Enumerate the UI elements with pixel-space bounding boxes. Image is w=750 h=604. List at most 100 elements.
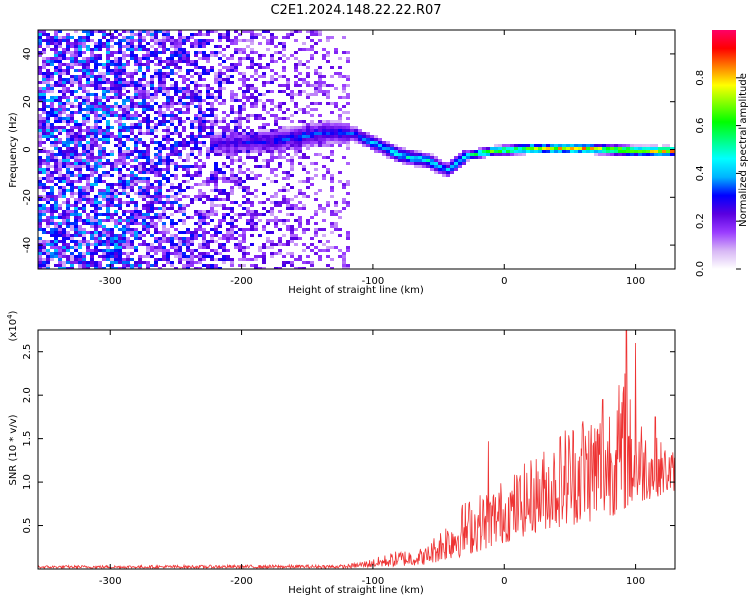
spectrogram-cell [98, 63, 102, 66]
x-tick-label: -100 [362, 576, 385, 587]
spectrogram-cell [270, 114, 274, 117]
spectrogram-cell [314, 84, 318, 87]
spectrogram-cell [338, 141, 342, 144]
spectrogram-cell [406, 150, 410, 153]
spectrogram-cell [146, 261, 150, 264]
spectrogram-cell [178, 246, 182, 249]
spectrogram-cell [42, 183, 46, 186]
spectrogram-cell [274, 45, 278, 48]
spectrogram-cell [234, 219, 238, 222]
spectrogram-cell [50, 165, 54, 168]
spectrogram-cell [226, 207, 230, 210]
spectrogram-cell [194, 90, 198, 93]
spectrogram-cell [102, 195, 106, 198]
spectrogram-cell [94, 156, 98, 159]
spectrogram-cell [78, 141, 82, 144]
spectrogram-cell [130, 42, 134, 45]
spectrogram-cell [186, 51, 190, 54]
spectrogram-cell [262, 84, 266, 87]
spectrogram-cell [262, 258, 266, 261]
spectrogram-cell [266, 237, 270, 240]
spectrogram-cell [134, 126, 138, 129]
colorbar-tick-label: 0.2 [695, 213, 706, 229]
spectrogram-cell [186, 171, 190, 174]
spectrogram-cell [210, 264, 214, 267]
spectrogram-cell [498, 144, 502, 147]
spectrogram-cell [102, 108, 106, 111]
spectrogram-cell [90, 216, 94, 219]
spectrogram-cell [102, 234, 106, 237]
spectrogram-cell [102, 138, 106, 141]
spectrogram-cell [290, 207, 294, 210]
spectrogram-cell [122, 261, 126, 264]
spectrogram-cell [134, 60, 138, 63]
spectrogram-cell [114, 240, 118, 243]
spectrogram-cell [150, 198, 154, 201]
spectrogram-cell [626, 147, 630, 150]
spectrogram-cell [90, 189, 94, 192]
spectrogram-cell [318, 189, 322, 192]
spectrogram-cell [262, 252, 266, 255]
spectrogram-cell [102, 189, 106, 192]
spectrogram-cell [106, 210, 110, 213]
spectrogram-cell [374, 147, 378, 150]
spectrogram-cell [146, 189, 150, 192]
spectrogram-cell [142, 216, 146, 219]
spectrogram-cell [78, 132, 82, 135]
spectrogram-cell [614, 153, 618, 156]
spectrogram-cell [222, 102, 226, 105]
spectrogram-cell [54, 57, 58, 60]
spectrogram-cell [202, 255, 206, 258]
spectrogram-cell [162, 135, 166, 138]
spectrogram-cell [234, 183, 238, 186]
spectrogram-cell [94, 48, 98, 51]
spectrogram-cell [118, 186, 122, 189]
spectrogram-cell [94, 249, 98, 252]
spectrogram-cell [186, 174, 190, 177]
spectrogram-cell [58, 228, 62, 231]
spectrogram-cell [106, 195, 110, 198]
spectrogram-cell [106, 60, 110, 63]
spectrogram-cell [42, 99, 46, 102]
spectrogram-cell [86, 198, 90, 201]
spectrogram-cell [250, 138, 254, 141]
spectrogram-cell [182, 93, 186, 96]
spectrogram-cell [258, 33, 262, 36]
spectrogram-cell [274, 138, 278, 141]
spectrogram-cell [322, 132, 326, 135]
spectrogram-cell [294, 147, 298, 150]
spectrogram-cell [82, 231, 86, 234]
spectrogram-cell [150, 234, 154, 237]
spectrogram-cell [70, 186, 74, 189]
spectrogram-cell [238, 126, 242, 129]
spectrogram-cell [230, 159, 234, 162]
spectrogram-cell [258, 174, 262, 177]
spectrogram-cell [130, 198, 134, 201]
spectrogram-cell [138, 165, 142, 168]
spectrogram-cell [50, 186, 54, 189]
spectrogram-cell [430, 162, 434, 165]
spectrogram-cell [182, 54, 186, 57]
spectrogram-cell [46, 150, 50, 153]
spectrogram-cell [130, 138, 134, 141]
spectrogram-cell [190, 150, 194, 153]
spectrogram-cell [106, 201, 110, 204]
spectrogram-cell [230, 54, 234, 57]
spectrogram-cell [38, 69, 42, 72]
spectrogram-cell [38, 171, 42, 174]
spectrogram-cell [114, 87, 118, 90]
spectrogram-cell [294, 141, 298, 144]
spectrogram-cell [242, 102, 246, 105]
spectrogram-cell [110, 51, 114, 54]
spectrogram-cell [38, 255, 42, 258]
spectrogram-cell [590, 150, 594, 153]
spectrogram-cell [450, 162, 454, 165]
spectrogram-cell [638, 144, 642, 147]
spectrogram-cell [250, 87, 254, 90]
spectrogram-cell [142, 78, 146, 81]
spectrogram-cell [46, 60, 50, 63]
spectrogram-cell [158, 189, 162, 192]
spectrogram-cell [206, 183, 210, 186]
spectrogram-cell [214, 75, 218, 78]
spectrogram-cell [146, 60, 150, 63]
